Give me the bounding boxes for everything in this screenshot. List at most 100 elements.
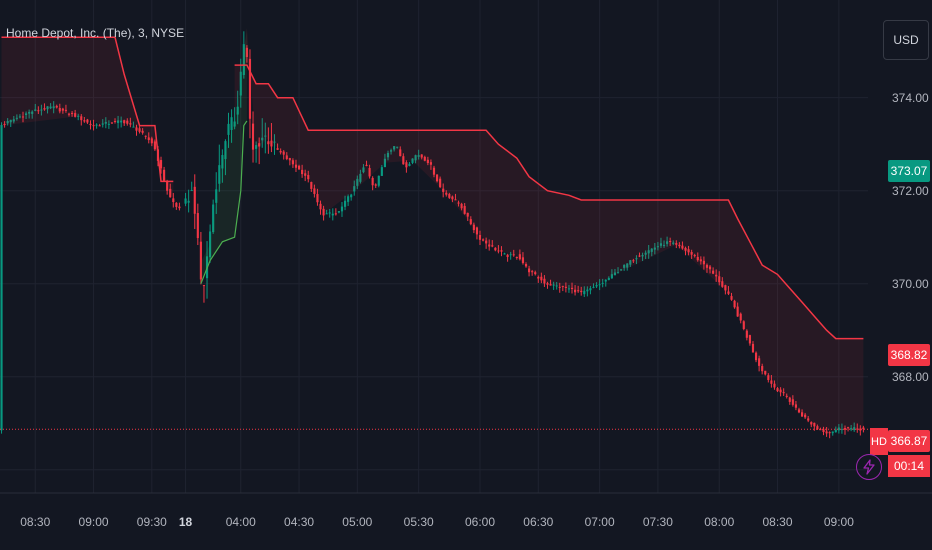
candle — [9, 119, 12, 123]
candle — [218, 165, 221, 184]
candle — [620, 269, 623, 271]
candle — [98, 125, 101, 127]
candle — [546, 283, 549, 285]
candle — [693, 255, 696, 257]
candle — [255, 145, 258, 149]
candle — [558, 286, 561, 288]
candle — [494, 247, 497, 251]
candle — [270, 140, 273, 147]
candle — [454, 199, 457, 201]
candle — [6, 121, 9, 124]
candle — [825, 431, 828, 434]
currency-button[interactable]: USD — [883, 20, 929, 60]
candle — [420, 154, 423, 158]
candle — [758, 358, 761, 366]
candle — [389, 150, 393, 152]
candle — [491, 245, 494, 247]
candle — [276, 148, 279, 150]
candle — [297, 165, 301, 170]
candle — [457, 202, 460, 204]
candle — [209, 231, 212, 258]
candle — [518, 254, 521, 260]
candle — [482, 239, 485, 241]
x-tick-label: 07:30 — [642, 515, 673, 529]
candle — [399, 149, 402, 157]
candle — [460, 203, 463, 209]
candle — [859, 428, 862, 431]
candle — [604, 279, 607, 282]
candle — [659, 243, 663, 246]
candle — [414, 155, 417, 161]
candle — [524, 264, 528, 267]
candle — [163, 169, 166, 181]
candle — [184, 198, 187, 204]
candle — [291, 160, 294, 165]
candle — [650, 248, 653, 252]
candle — [715, 274, 718, 277]
candle — [448, 194, 451, 198]
candle — [595, 285, 598, 287]
candle — [850, 428, 853, 430]
x-tick-label: 04:30 — [284, 515, 315, 529]
candle — [313, 188, 316, 194]
candle — [439, 178, 442, 188]
x-tick-label: 09:30 — [136, 515, 167, 529]
candle — [846, 427, 850, 429]
candle — [405, 162, 408, 168]
candle — [534, 272, 537, 275]
candle — [675, 243, 678, 245]
candle — [543, 278, 546, 284]
candle — [129, 123, 132, 125]
candle — [733, 300, 736, 308]
candle — [24, 113, 28, 116]
candle — [488, 244, 491, 247]
stop-band-fill — [1, 37, 174, 201]
candle — [230, 117, 233, 130]
candle — [748, 335, 751, 344]
candle — [224, 141, 227, 160]
candle — [356, 178, 359, 186]
candle — [0, 125, 3, 431]
candle — [782, 392, 785, 394]
candle — [362, 167, 365, 173]
candle — [43, 108, 46, 110]
candle — [380, 167, 383, 176]
candle — [509, 254, 512, 256]
candle — [580, 290, 583, 293]
candle — [147, 137, 150, 141]
candle — [589, 288, 592, 291]
y-tick-label: 370.00 — [892, 276, 929, 291]
candle — [221, 154, 224, 169]
candle — [325, 213, 328, 215]
candle — [187, 200, 190, 203]
candle — [788, 397, 791, 402]
candle — [411, 158, 414, 163]
candle — [745, 330, 748, 338]
candle — [159, 160, 163, 169]
candle — [466, 212, 469, 217]
candle — [337, 211, 340, 213]
candle — [485, 240, 488, 244]
candle — [828, 432, 831, 434]
candle — [635, 258, 638, 260]
candle — [138, 128, 141, 132]
stop-band-fill-green — [200, 27, 247, 284]
candle — [638, 255, 641, 257]
candle — [3, 124, 6, 126]
candle — [500, 250, 503, 252]
candle — [110, 122, 114, 124]
candle — [773, 383, 776, 388]
candle — [245, 47, 248, 57]
candle — [21, 116, 25, 118]
candle — [776, 388, 779, 392]
candle — [564, 286, 567, 288]
candle — [800, 412, 804, 417]
trailing-stop-line-green — [200, 120, 248, 284]
y-tick-label: 372.00 — [892, 183, 929, 198]
candle — [727, 291, 730, 294]
x-tick-label: 06:00 — [464, 515, 496, 529]
candle — [610, 274, 613, 279]
lightning-icon[interactable] — [856, 454, 882, 480]
candle — [623, 264, 626, 268]
